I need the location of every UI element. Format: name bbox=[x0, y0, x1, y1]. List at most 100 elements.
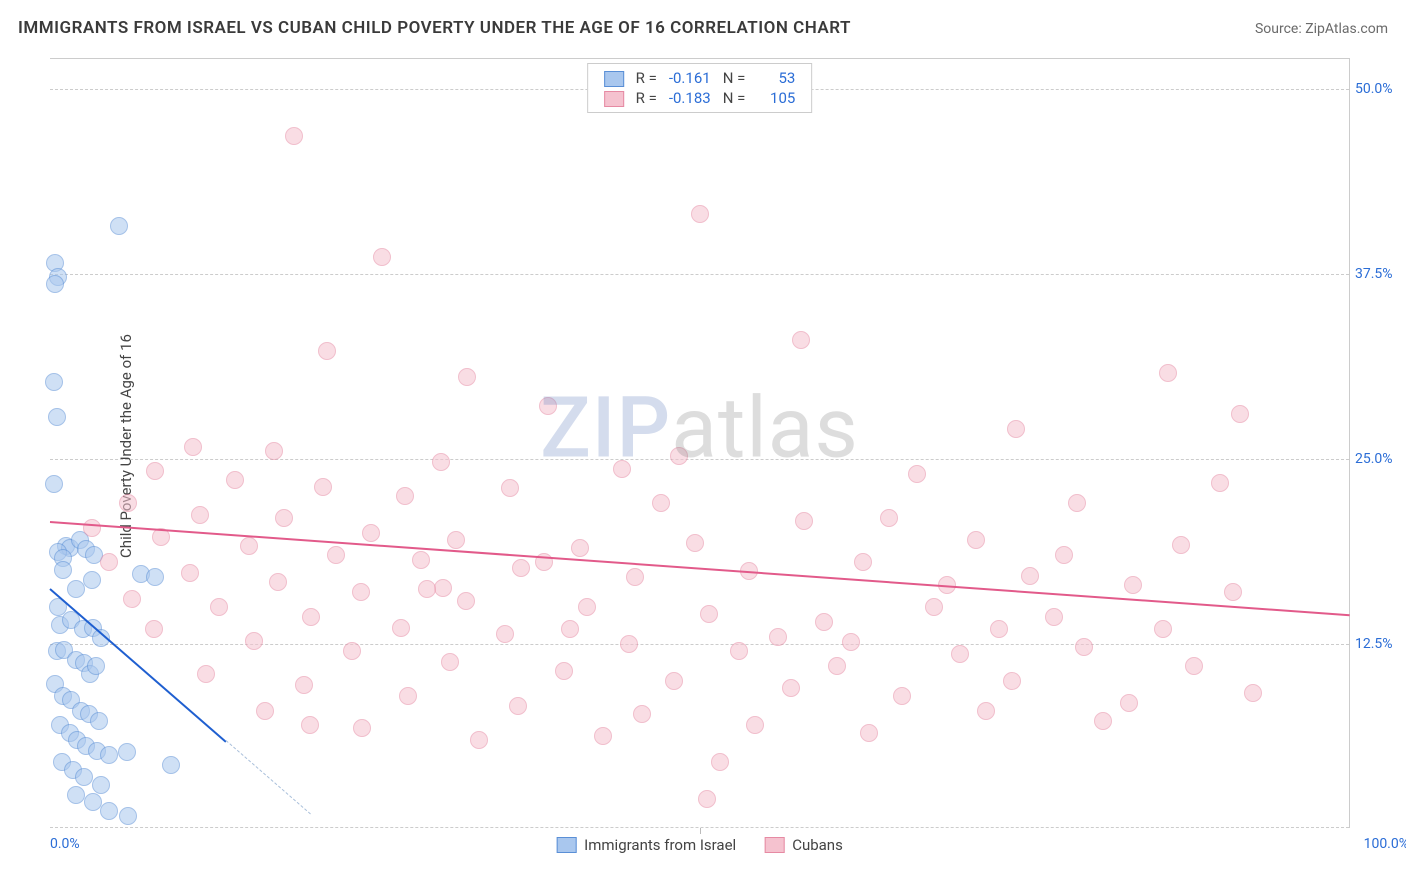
data-point bbox=[100, 746, 118, 764]
data-point bbox=[1224, 583, 1242, 601]
data-point bbox=[782, 679, 800, 697]
data-point bbox=[90, 712, 108, 730]
data-point bbox=[146, 462, 164, 480]
data-point bbox=[711, 753, 729, 771]
data-point bbox=[555, 662, 573, 680]
data-point bbox=[578, 598, 596, 616]
data-point bbox=[245, 632, 263, 650]
legend-stats-table: R = -0.161 N = 53 R = -0.183 N = 105 bbox=[598, 68, 802, 108]
data-point bbox=[1172, 536, 1190, 554]
data-point bbox=[626, 568, 644, 586]
data-point bbox=[561, 620, 579, 638]
data-point bbox=[880, 509, 898, 527]
data-point bbox=[1120, 694, 1138, 712]
data-point bbox=[162, 756, 180, 774]
data-point bbox=[441, 653, 459, 671]
gridline bbox=[50, 459, 1349, 460]
data-point bbox=[828, 657, 846, 675]
data-point bbox=[691, 205, 709, 223]
data-point bbox=[146, 568, 164, 586]
data-point bbox=[967, 531, 985, 549]
data-point bbox=[447, 531, 465, 549]
data-point bbox=[1094, 712, 1112, 730]
data-point bbox=[45, 373, 63, 391]
data-point bbox=[327, 546, 345, 564]
data-point bbox=[1124, 576, 1142, 594]
data-point bbox=[893, 687, 911, 705]
data-point bbox=[1159, 364, 1177, 382]
data-point bbox=[1068, 494, 1086, 512]
data-point bbox=[512, 559, 530, 577]
stat-r-label: R = bbox=[630, 68, 663, 88]
data-point bbox=[686, 534, 704, 552]
legend-label: Immigrants from Israel bbox=[584, 836, 736, 854]
y-tick-label: 50.0% bbox=[1355, 81, 1406, 97]
data-point bbox=[815, 613, 833, 631]
y-tick-label: 25.0% bbox=[1355, 451, 1406, 467]
legend-series: Immigrants from Israel Cubans bbox=[556, 836, 843, 854]
x-minor-tick bbox=[700, 828, 701, 834]
data-point bbox=[571, 539, 589, 557]
data-point bbox=[191, 506, 209, 524]
data-point bbox=[314, 478, 332, 496]
data-point bbox=[100, 553, 118, 571]
data-point bbox=[432, 453, 450, 471]
data-point bbox=[670, 447, 688, 465]
data-point bbox=[470, 731, 488, 749]
data-point bbox=[295, 676, 313, 694]
data-point bbox=[119, 807, 137, 825]
legend-swatch-cubans bbox=[764, 837, 784, 853]
data-point bbox=[698, 790, 716, 808]
stat-n-label: N = bbox=[717, 68, 752, 88]
trend-line bbox=[225, 740, 310, 814]
data-point bbox=[145, 620, 163, 638]
data-point bbox=[301, 716, 319, 734]
data-point bbox=[1003, 672, 1021, 690]
data-point bbox=[240, 537, 258, 555]
data-point bbox=[1231, 405, 1249, 423]
data-point bbox=[75, 768, 93, 786]
chart-area: 12.5%25.0%37.5%50.0% ZIPatlas R = -0.161… bbox=[50, 58, 1350, 828]
data-point bbox=[123, 590, 141, 608]
data-point bbox=[458, 368, 476, 386]
data-point bbox=[396, 487, 414, 505]
x-axis bbox=[50, 827, 1349, 828]
gridline bbox=[50, 274, 1349, 275]
data-point bbox=[302, 608, 320, 626]
stat-n-value: 53 bbox=[751, 68, 801, 88]
stat-r-label: R = bbox=[630, 88, 663, 108]
data-point bbox=[457, 592, 475, 610]
data-point bbox=[501, 479, 519, 497]
data-point bbox=[318, 342, 336, 360]
data-point bbox=[352, 583, 370, 601]
data-point bbox=[951, 645, 969, 663]
data-point bbox=[700, 605, 718, 623]
data-point bbox=[1211, 474, 1229, 492]
data-point bbox=[1045, 608, 1063, 626]
x-tick-label: 100.0% bbox=[1364, 836, 1406, 852]
data-point bbox=[45, 475, 63, 493]
data-point bbox=[792, 331, 810, 349]
data-point bbox=[54, 561, 72, 579]
legend-item-cubans: Cubans bbox=[764, 836, 843, 854]
data-point bbox=[990, 620, 1008, 638]
source-label: Source: ZipAtlas.com bbox=[1255, 21, 1388, 37]
data-point bbox=[434, 579, 452, 597]
data-point bbox=[226, 471, 244, 489]
data-point bbox=[652, 494, 670, 512]
data-point bbox=[418, 580, 436, 598]
data-point bbox=[362, 524, 380, 542]
data-point bbox=[110, 217, 128, 235]
chart-header: IMMIGRANTS FROM ISRAEL VS CUBAN CHILD PO… bbox=[18, 18, 1388, 38]
legend-label: Cubans bbox=[792, 836, 843, 854]
data-point bbox=[665, 672, 683, 690]
data-point bbox=[399, 687, 417, 705]
data-point bbox=[594, 727, 612, 745]
data-point bbox=[48, 408, 66, 426]
data-point bbox=[633, 705, 651, 723]
data-point bbox=[392, 619, 410, 637]
data-point bbox=[795, 512, 813, 530]
legend-stats: R = -0.161 N = 53 R = -0.183 N = 105 bbox=[587, 63, 813, 113]
data-point bbox=[119, 494, 137, 512]
data-point bbox=[746, 716, 764, 734]
